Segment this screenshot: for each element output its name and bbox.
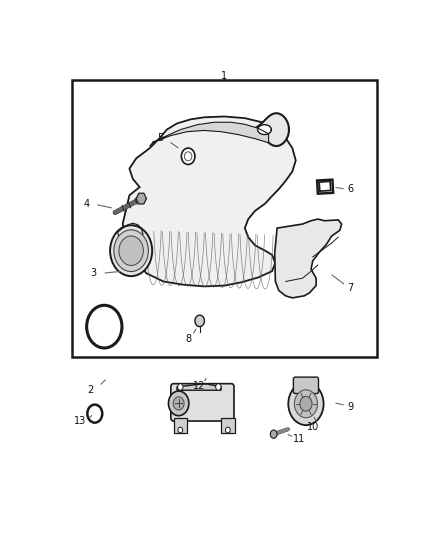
Text: 8: 8	[186, 334, 192, 344]
Polygon shape	[136, 193, 146, 204]
Circle shape	[270, 430, 277, 438]
Text: 4: 4	[84, 199, 90, 209]
Polygon shape	[150, 122, 268, 146]
FancyBboxPatch shape	[293, 377, 318, 393]
Circle shape	[288, 383, 324, 425]
Circle shape	[294, 390, 318, 418]
Circle shape	[300, 397, 312, 411]
Circle shape	[195, 315, 205, 327]
Polygon shape	[123, 117, 296, 286]
Polygon shape	[245, 113, 289, 146]
Bar	[72, 80, 377, 358]
FancyBboxPatch shape	[171, 384, 234, 421]
Polygon shape	[275, 219, 342, 298]
Text: 6: 6	[347, 184, 353, 194]
Polygon shape	[317, 180, 333, 193]
Polygon shape	[258, 125, 271, 134]
Text: 1: 1	[222, 71, 227, 81]
Text: 2: 2	[87, 385, 94, 395]
Polygon shape	[319, 181, 331, 191]
Text: 12: 12	[193, 381, 205, 391]
Circle shape	[87, 305, 122, 348]
Text: 13: 13	[74, 416, 86, 426]
Polygon shape	[173, 418, 187, 433]
Text: 3: 3	[91, 268, 97, 278]
Circle shape	[87, 405, 102, 423]
Circle shape	[178, 384, 183, 390]
Circle shape	[114, 230, 148, 271]
Text: 7: 7	[347, 282, 353, 293]
Polygon shape	[117, 223, 143, 247]
Circle shape	[173, 397, 184, 410]
Text: 10: 10	[307, 422, 319, 432]
Circle shape	[184, 152, 192, 161]
Circle shape	[178, 427, 183, 433]
Circle shape	[226, 427, 230, 433]
Text: 11: 11	[293, 434, 305, 445]
Circle shape	[110, 225, 152, 276]
Circle shape	[119, 236, 143, 265]
Polygon shape	[177, 384, 221, 390]
Circle shape	[169, 391, 189, 416]
Text: 9: 9	[347, 402, 353, 411]
Circle shape	[181, 148, 195, 165]
Text: 5: 5	[157, 133, 163, 143]
Polygon shape	[221, 418, 235, 433]
Circle shape	[215, 384, 221, 390]
